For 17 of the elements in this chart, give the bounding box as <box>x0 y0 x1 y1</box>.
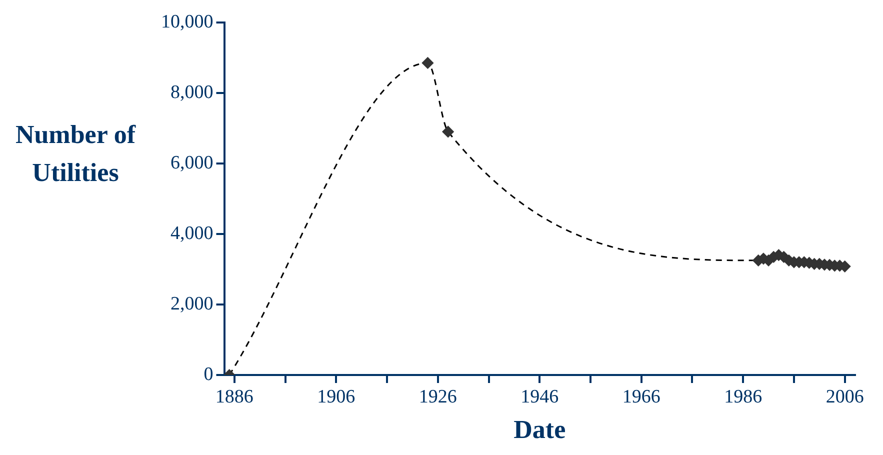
y-tick-label: 10,000 <box>161 11 214 32</box>
x-tick-label: 1986 <box>724 386 762 408</box>
y-tick-label: 2,000 <box>170 293 214 314</box>
y-tick-label: 6,000 <box>170 152 214 174</box>
x-tick-label: 1886 <box>215 386 254 408</box>
y-tick-label: 0 <box>204 364 214 385</box>
x-tick-label: 1906 <box>317 386 356 408</box>
y-tick-label: 4,000 <box>170 222 214 244</box>
point <box>422 57 434 69</box>
y-tick-label: 8,000 <box>170 82 214 103</box>
x-tick-label: 1946 <box>520 386 559 408</box>
x-axis-title: Date <box>514 415 566 444</box>
y-axis-title: Number of Utilities <box>14 119 137 189</box>
x-tick-label: 1926 <box>418 386 457 408</box>
point <box>442 126 454 138</box>
x-tick-label: 1966 <box>622 386 660 408</box>
x-tick-label: 2006 <box>826 386 864 408</box>
